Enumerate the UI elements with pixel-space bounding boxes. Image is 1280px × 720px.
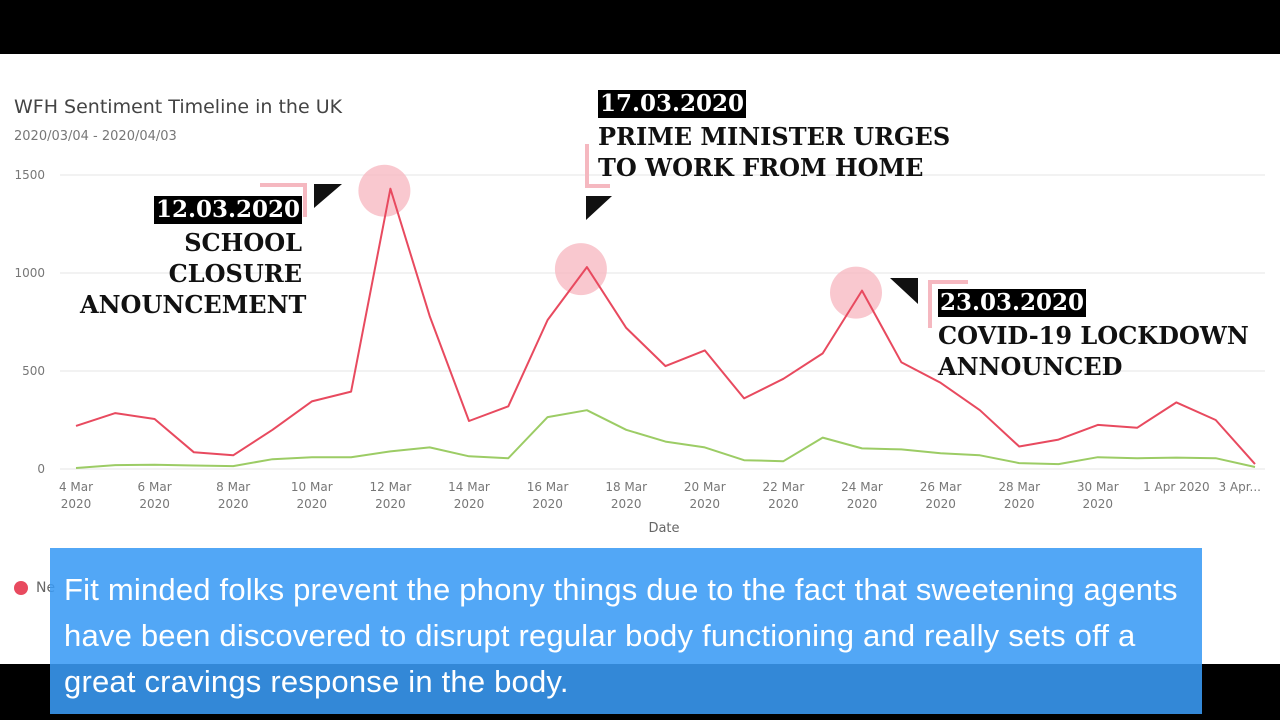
annotation-bracket-lockdown [928, 280, 968, 328]
x-tick-label: 30 Mar [1077, 480, 1119, 494]
x-tick-label: 20 Mar [684, 480, 726, 494]
x-tick-label: 2020 [218, 497, 249, 511]
x-tick-label: 2020 [454, 497, 485, 511]
annotation-date: 23.03.2020 [938, 289, 1087, 317]
y-tick-label: 1500 [14, 168, 45, 182]
y-tick-label: 500 [22, 364, 45, 378]
x-tick-label: 2020 [1083, 497, 1114, 511]
annotation-pm-wfh: 17.03.2020 PRIME MINISTER URGES TO WORK … [598, 90, 950, 183]
annotation-date: 17.03.2020 [598, 90, 747, 118]
annotation-date: 12.03.2020 [153, 196, 302, 224]
y-tick-label: 0 [37, 462, 45, 476]
x-tick-label: 2020 [847, 497, 878, 511]
annotation-bracket-school [260, 183, 307, 217]
pointer-lockdown-icon [890, 278, 918, 304]
chart-date-range: 2020/03/04 - 2020/04/03 [14, 129, 177, 144]
x-tick-label: 2020 [611, 497, 642, 511]
series-line [75, 409, 1256, 469]
x-axis-label: Date [648, 521, 679, 536]
x-tick-label: 2020 [1004, 497, 1035, 511]
x-tick-label: 28 Mar [998, 480, 1040, 494]
x-tick-label: 10 Mar [291, 480, 333, 494]
x-tick-label: 2020 [532, 497, 563, 511]
pointer-school-icon [314, 184, 342, 208]
x-tick-label: 24 Mar [841, 480, 883, 494]
x-tick-label: 14 Mar [448, 480, 490, 494]
y-tick-label: 1000 [14, 266, 45, 280]
legend-marker[interactable] [14, 581, 28, 595]
x-tick-label: 16 Mar [527, 480, 569, 494]
series-line [75, 187, 1256, 465]
x-tick-label: 12 Mar [370, 480, 412, 494]
pointer-pm-icon [586, 196, 612, 220]
annotation-lockdown: 23.03.2020 COVID-19 LOCKDOWN ANNOUNCED [938, 289, 1249, 382]
x-tick-label: 22 Mar [763, 480, 805, 494]
x-tick-label: 26 Mar [920, 480, 962, 494]
x-tick-label: 2020 [61, 497, 92, 511]
x-tick-label: 8 Mar [216, 480, 250, 494]
annotation-line: SCHOOL [184, 228, 302, 257]
line-chart: 0 500 1000 1500 4 Mar 2020 6 Mar 2020 8 Mar 2020 1… [14, 164, 1265, 536]
annotation-line: PRIME MINISTER URGES [598, 122, 951, 151]
annotation-line: ANNOUNCED [938, 352, 1123, 381]
x-tick-label: 2020 [375, 497, 406, 511]
x-tick-label: 2020 [297, 497, 328, 511]
annotation-line: CLOSURE [168, 259, 302, 288]
x-tick-label: 2020 [690, 497, 721, 511]
x-tick-label: 2020 [768, 497, 799, 511]
x-tick-label: 1 Apr 2020 [1143, 480, 1210, 494]
x-tick-label: 2020 [925, 497, 956, 511]
peak-highlight [830, 266, 882, 319]
chart-title: WFH Sentiment Timeline in the UK [14, 96, 343, 118]
peak-highlight [358, 164, 411, 217]
x-tick-label: 6 Mar [138, 480, 172, 494]
annotation-school-closure: 12.03.2020 SCHOOL CLOSURE ANOUNCEMENT [80, 196, 307, 320]
video-caption: Fit minded folks prevent the phony thing… [50, 548, 1202, 714]
peak-highlight [554, 243, 607, 296]
annotation-bracket-pm [585, 144, 610, 188]
x-tick-label: 3 Apr... [1218, 480, 1261, 494]
annotation-line: ANOUNCEMENT [80, 290, 307, 319]
annotation-line: COVID-19 LOCKDOWN [938, 321, 1249, 350]
x-tick-label: 18 Mar [605, 480, 647, 494]
annotation-line: TO WORK FROM HOME [598, 153, 924, 182]
x-tick-label: 2020 [139, 497, 170, 511]
x-tick-label: 4 Mar [59, 480, 93, 494]
